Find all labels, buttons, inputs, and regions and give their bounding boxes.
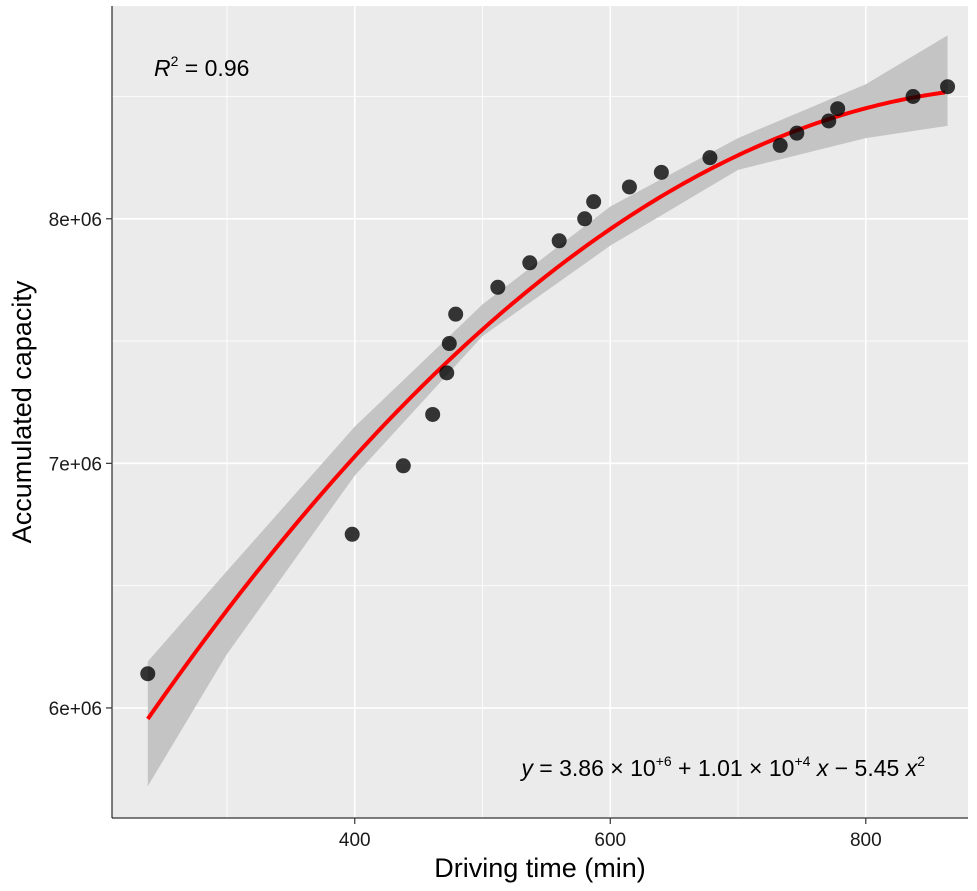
data-point [621,179,637,195]
y-tick-label: 8e+06 [49,210,102,231]
data-point [140,666,156,682]
data-point [344,526,360,542]
data-point [821,113,837,129]
x-tick-label: 600 [594,830,626,851]
grid-major [112,6,968,818]
data-point [830,101,846,117]
data-point [490,279,506,295]
data-point [522,255,538,271]
r-squared-annotation: R2 = 0.96 [154,53,249,81]
x-axis-title: Driving time (min) [434,853,646,883]
data-point [702,150,718,166]
data-point [448,306,464,322]
regression-equation: y = 3.86 × 10+6 + 1.01 × 10+4 x − 5.45 x… [519,753,925,781]
y-tick-label: 6e+06 [49,699,102,720]
data-point [577,211,593,227]
y-axis-title: Accumulated capacity [7,280,37,543]
data-point [395,458,411,474]
data-point [425,406,441,422]
data-point [905,88,921,104]
y-axis-ticks: 6e+06 7e+06 8e+06 [49,210,112,720]
data-point [586,194,602,210]
data-point [653,164,669,180]
data-point [439,365,455,381]
data-points [140,79,956,682]
x-tick-label: 400 [339,830,371,851]
data-point [772,137,788,153]
data-point [551,233,567,249]
data-point [441,336,457,352]
data-point [940,79,956,95]
x-axis-ticks: 400 600 800 [339,818,882,851]
x-tick-label: 800 [850,830,882,851]
data-point [789,125,805,141]
confidence-band [147,35,948,787]
fit-line [146,90,946,721]
y-tick-label: 7e+06 [49,454,102,475]
